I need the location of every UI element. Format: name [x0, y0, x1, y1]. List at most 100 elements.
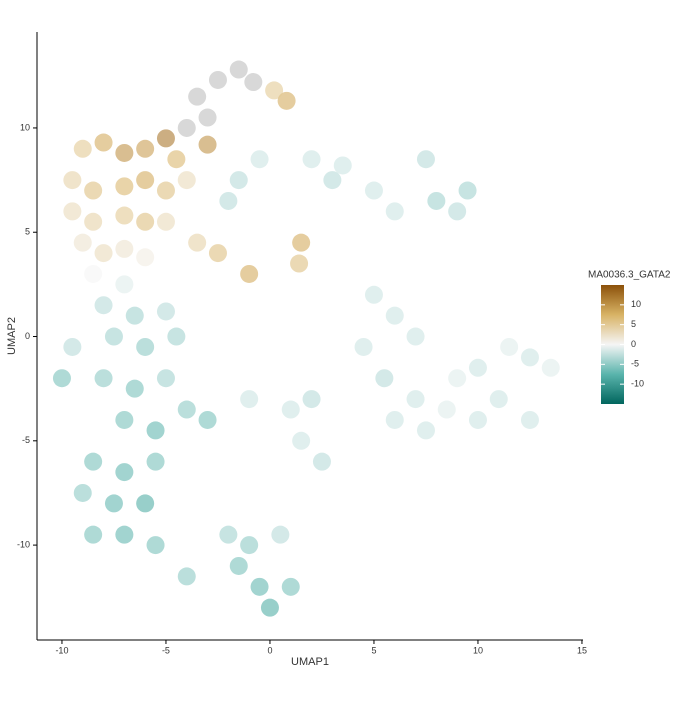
point	[292, 233, 311, 252]
point	[84, 264, 103, 283]
colorbar-label: -5	[631, 359, 639, 369]
point	[240, 536, 259, 555]
point	[177, 567, 196, 586]
point	[333, 156, 352, 175]
x-axis-label: UMAP1	[291, 656, 329, 668]
point	[302, 390, 321, 409]
point	[84, 525, 103, 544]
colorbar-label: 5	[631, 319, 636, 329]
point	[94, 133, 113, 152]
point	[125, 306, 144, 325]
point	[271, 525, 290, 544]
point	[146, 536, 165, 555]
point	[208, 244, 227, 263]
x-tick-label: -5	[162, 645, 170, 655]
point	[94, 296, 113, 315]
y-tick-label: 5	[25, 227, 30, 237]
point	[437, 400, 456, 419]
x-tick-label: 10	[473, 645, 483, 655]
y-tick-label: 10	[20, 122, 30, 132]
point	[385, 202, 404, 221]
colorbar-label: 0	[631, 339, 636, 349]
point	[198, 135, 217, 154]
point	[458, 181, 477, 200]
point	[250, 577, 269, 596]
point	[244, 73, 263, 92]
point	[375, 369, 394, 388]
x-tick-label: 5	[371, 645, 376, 655]
point	[290, 254, 309, 273]
point	[156, 302, 175, 321]
point	[63, 171, 82, 190]
point	[177, 400, 196, 419]
point	[156, 181, 175, 200]
point	[156, 129, 175, 148]
point	[541, 358, 560, 377]
point	[385, 410, 404, 429]
colorbar-label: 10	[631, 299, 641, 309]
point	[406, 390, 425, 409]
point	[364, 181, 383, 200]
point	[265, 81, 284, 100]
point	[136, 212, 155, 231]
point	[146, 452, 165, 471]
point	[240, 390, 259, 409]
point	[416, 150, 435, 169]
point	[188, 233, 207, 252]
point	[84, 181, 103, 200]
point	[63, 337, 82, 356]
point	[198, 410, 217, 429]
point	[448, 202, 467, 221]
y-tick-label: -5	[22, 435, 30, 445]
point	[136, 171, 155, 190]
point	[312, 452, 331, 471]
point	[500, 337, 519, 356]
point	[277, 91, 296, 110]
point	[156, 212, 175, 231]
y-axis-label: UMAP2	[6, 317, 18, 355]
point	[250, 150, 269, 169]
colorbar-label: -10	[631, 379, 644, 389]
point	[198, 108, 217, 127]
y-tick-label: 0	[25, 331, 30, 341]
point	[104, 327, 123, 346]
x-tick-label: -10	[55, 645, 68, 655]
point	[115, 410, 134, 429]
point	[416, 421, 435, 440]
point	[364, 285, 383, 304]
point	[281, 400, 300, 419]
point	[468, 410, 487, 429]
point	[354, 337, 373, 356]
point	[156, 369, 175, 388]
point	[136, 337, 155, 356]
point	[240, 264, 259, 283]
point	[52, 369, 71, 388]
point	[219, 191, 238, 210]
point	[115, 206, 134, 225]
point	[520, 348, 539, 367]
x-tick-label: 15	[577, 645, 587, 655]
point	[73, 233, 92, 252]
point	[520, 410, 539, 429]
point	[115, 177, 134, 196]
point	[115, 143, 134, 162]
point	[115, 525, 134, 544]
point	[260, 598, 279, 617]
point	[63, 202, 82, 221]
point	[167, 327, 186, 346]
point	[94, 244, 113, 263]
point	[136, 139, 155, 158]
point	[468, 358, 487, 377]
point	[427, 191, 446, 210]
point	[84, 452, 103, 471]
point	[136, 248, 155, 267]
point	[125, 379, 144, 398]
point	[292, 431, 311, 450]
point	[115, 239, 134, 258]
point	[489, 390, 508, 409]
point	[406, 327, 425, 346]
point	[146, 421, 165, 440]
point	[448, 369, 467, 388]
point	[229, 60, 248, 79]
